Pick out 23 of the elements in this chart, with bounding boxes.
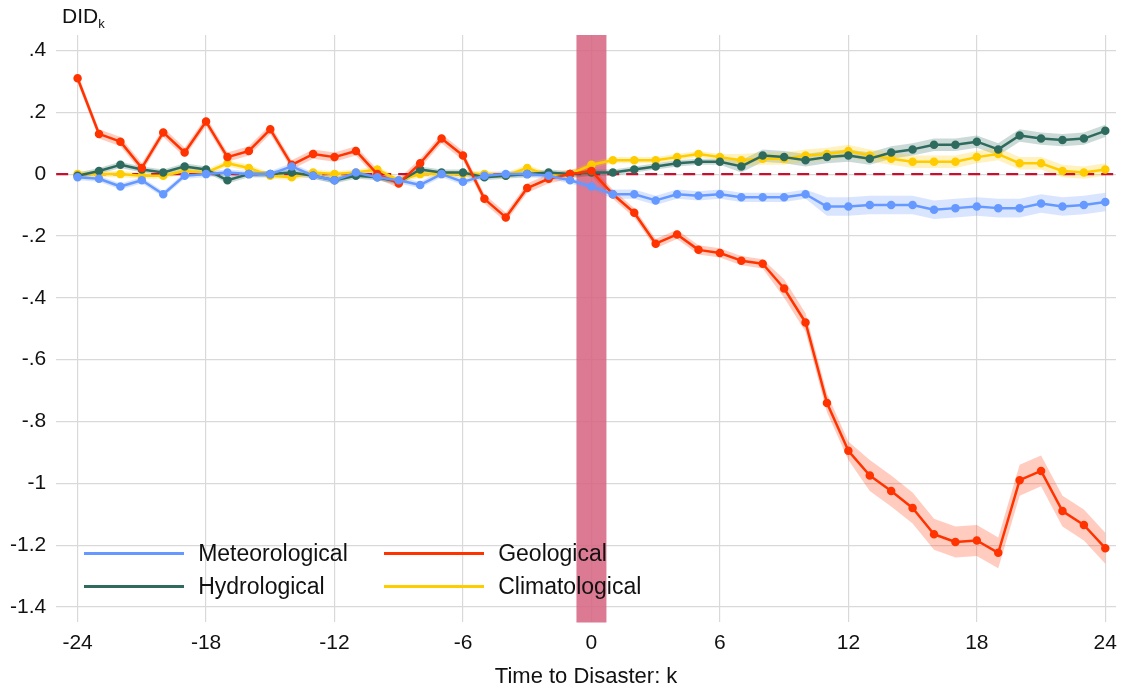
x-tick-label: 12 — [836, 629, 861, 653]
y-axis-title: DID$_{k}$ — [62, 4, 105, 32]
x-axis-title: Time to Disaster: k — [494, 662, 679, 688]
y-tick-label: -.6 — [21, 346, 47, 370]
x-tick-label: 24 — [1093, 629, 1118, 653]
y-tick-label: -1.2 — [10, 531, 47, 555]
x-tick-label: 0 — [585, 629, 598, 653]
x-tick-label: 18 — [965, 629, 989, 653]
x-tick-label: -6 — [453, 629, 473, 653]
y-tick-label: .2 — [28, 99, 47, 123]
y-tick-label: -.8 — [21, 408, 47, 432]
x-tick-label: -12 — [319, 629, 350, 653]
x-tick-label: -24 — [62, 629, 94, 653]
y-tick-label: 0 — [34, 160, 47, 184]
y-tick-label: -1 — [27, 470, 47, 494]
legend-label: Meteorological — [198, 540, 348, 568]
y-tick-label: .4 — [28, 37, 47, 61]
x-tick-label: -18 — [190, 629, 222, 653]
legend-label: Hydrological — [198, 573, 325, 601]
y-tick-label: -.2 — [21, 222, 47, 246]
x-tick-label: 6 — [714, 629, 726, 653]
y-tick-label: -1.4 — [10, 593, 47, 617]
y-tick-label: -.4 — [21, 284, 47, 308]
